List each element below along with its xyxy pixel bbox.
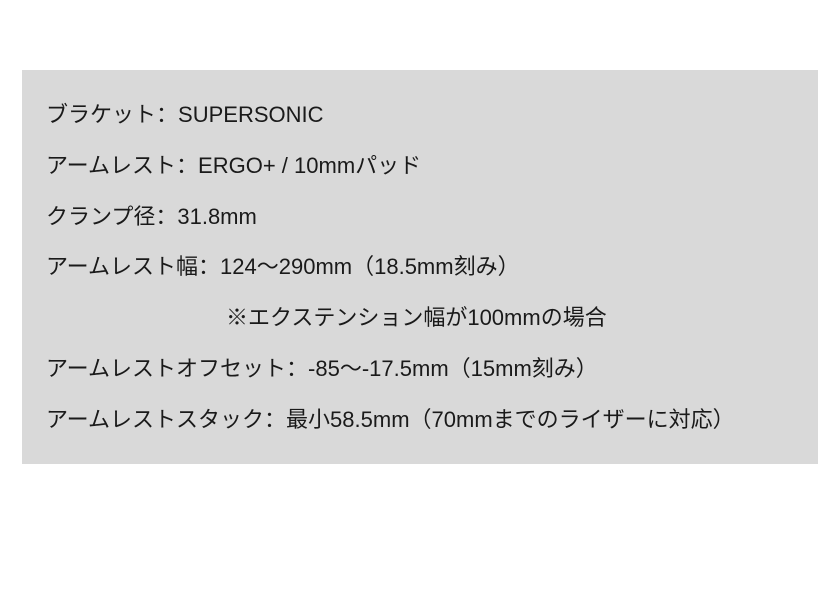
separator: ： xyxy=(264,407,286,432)
value: 124〜290mm（18.5mm刻み） xyxy=(220,254,520,279)
spec-armrest: アームレスト：ERGO+ / 10mmパッド xyxy=(46,151,794,182)
separator: ： xyxy=(176,153,198,178)
label: クランプ径 xyxy=(46,204,155,229)
value: 31.8mm xyxy=(177,204,256,229)
value: -85〜-17.5mm（15mm刻み） xyxy=(308,356,598,381)
separator: ： xyxy=(155,204,177,229)
label: ブラケット xyxy=(46,102,156,127)
value: 最小58.5mm（70mmまでのライザーに対応） xyxy=(286,407,735,432)
spec-armrest-width-note: ※エクステンション幅が100mmの場合 xyxy=(46,303,794,334)
value: SUPERSONIC xyxy=(178,102,323,127)
spec-armrest-width: アームレスト幅：124〜290mm（18.5mm刻み） xyxy=(46,252,794,283)
spec-armrest-offset: アームレストオフセット：-85〜-17.5mm（15mm刻み） xyxy=(46,354,794,385)
value: ERGO+ / 10mmパッド xyxy=(198,153,421,178)
separator: ： xyxy=(156,102,178,127)
spec-box: ブラケット：SUPERSONIC アームレスト：ERGO+ / 10mmパッド … xyxy=(22,70,818,464)
label: アームレスト幅 xyxy=(46,254,198,279)
label: アームレストオフセット xyxy=(46,356,286,381)
spec-clamp-diameter: クランプ径：31.8mm xyxy=(46,202,794,233)
separator: ： xyxy=(286,356,308,381)
label: アームレストスタック xyxy=(46,407,264,432)
label: アームレスト xyxy=(46,153,176,178)
spec-armrest-stack: アームレストスタック：最小58.5mm（70mmまでのライザーに対応） xyxy=(46,405,794,436)
separator: ： xyxy=(198,254,220,279)
spec-bracket: ブラケット：SUPERSONIC xyxy=(46,100,794,131)
